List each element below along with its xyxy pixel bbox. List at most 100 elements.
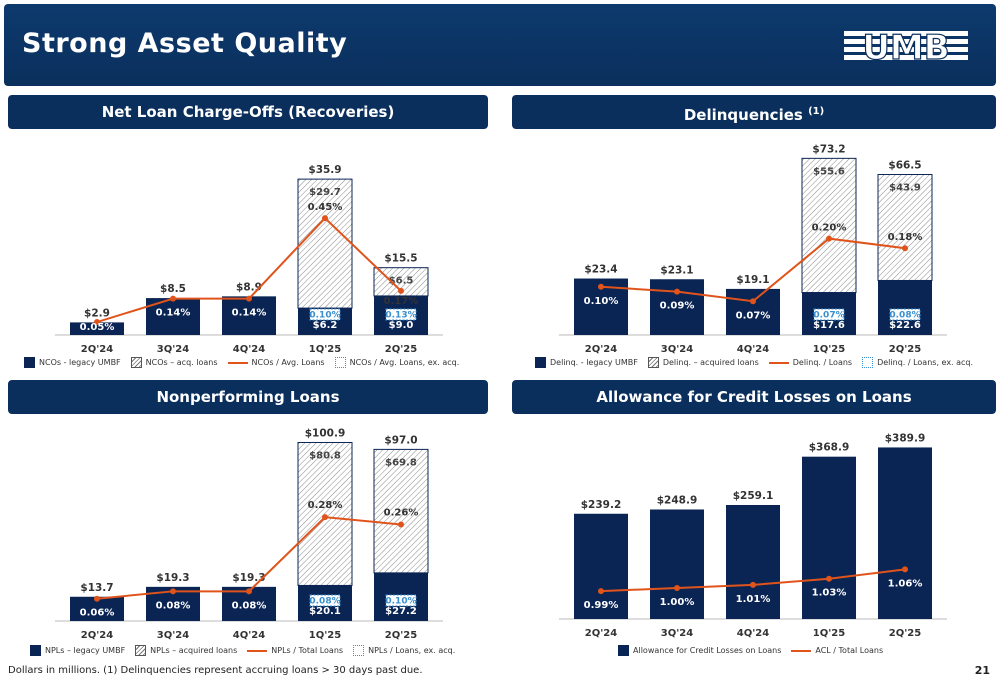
total-label: $259.1	[733, 490, 774, 502]
legend-swatch-dash	[353, 645, 365, 656]
legacy-value-label: $17.6	[813, 320, 845, 331]
total-label: $248.9	[657, 494, 698, 506]
legend-swatch-line	[247, 649, 268, 652]
bar-acquired	[877, 174, 933, 281]
category-label: 4Q'24	[233, 630, 265, 641]
ex-acq-label: 0.07%	[813, 311, 844, 321]
delinq-title-sup: (1)	[808, 106, 825, 117]
ratio-point	[750, 298, 756, 305]
legend-swatch-dash	[862, 357, 874, 368]
acquired-value-label: $43.9	[889, 183, 921, 194]
legend-item: NCOs / Avg. Loans, ex. acq.	[334, 357, 460, 368]
legend-label: NCOs - legacy UMBF	[39, 358, 121, 367]
total-label: $100.9	[305, 427, 346, 439]
legend-item: ACL / Total Loans	[791, 646, 883, 655]
category-label: 2Q'24	[585, 628, 617, 639]
ratio-point	[94, 319, 100, 326]
total-label: $23.1	[660, 264, 693, 276]
total-label: $8.9	[236, 281, 262, 293]
footnote: Dollars in millions. (1) Delinquencies r…	[8, 665, 423, 676]
total-label: $8.5	[160, 283, 186, 295]
ratio-point	[322, 514, 328, 521]
legend-label: NPLs / Total Loans	[271, 646, 344, 655]
ex-acq-box	[813, 308, 845, 321]
bar-legacy	[650, 509, 704, 619]
legend-label: ACL / Total Loans	[815, 646, 884, 655]
total-label: $23.4	[584, 264, 617, 276]
total-label: $13.7	[80, 582, 113, 594]
page-title: Strong Asset Quality	[22, 28, 348, 59]
ratio-label: 1.03%	[812, 588, 847, 599]
bar-legacy	[878, 447, 932, 619]
legend-swatch-hatch	[647, 357, 659, 368]
delinq-title: Delinquencies	[683, 106, 803, 124]
legend-label: NPLs – legacy UMBF	[45, 646, 126, 655]
ratio-point	[398, 521, 404, 528]
total-label: $35.9	[308, 164, 341, 176]
category-label: 2Q'24	[585, 344, 617, 355]
ratio-point	[170, 295, 176, 302]
acquired-value-label: $69.8	[385, 457, 417, 468]
legend-label: Delinq. / Loans	[792, 358, 853, 367]
bar-legacy	[802, 456, 856, 619]
legacy-value-label: $22.6	[889, 320, 921, 331]
legend-item: NPLs / Loans, ex. acq.	[353, 645, 455, 656]
category-label: 3Q'24	[157, 344, 189, 355]
total-label: $2.9	[84, 307, 110, 319]
ratio-label: 0.08%	[156, 600, 191, 611]
total-label: $97.0	[384, 434, 417, 446]
category-label: 3Q'24	[157, 630, 189, 641]
legend-item: Delinq. / Loans, ex. acq.	[862, 357, 973, 368]
total-label: $66.5	[888, 160, 921, 172]
nco-panel-header: Net Loan Charge-Offs (Recoveries)	[8, 95, 488, 129]
nco-chart: $2.9 2Q'24 $8.5 3Q'24 $8.9 4Q'24 $29.7 $6.2 $35.…	[55, 164, 443, 355]
category-label: 3Q'24	[661, 344, 693, 355]
legend-label: NCOs / Avg. Loans, ex. acq.	[349, 358, 460, 367]
legend-item: NPLs / Total Loans	[247, 646, 343, 655]
ratio-label: 1.01%	[736, 594, 771, 605]
nco-legend: NCOs - legacy UMBF NCOs – acq. loans NCO…	[24, 357, 469, 368]
bar-legacy	[222, 296, 276, 335]
category-label: 2Q'25	[889, 628, 921, 639]
category-label: 2Q'25	[385, 344, 417, 355]
npl-legend: NPLs – legacy UMBF NPLs – acquired loans…	[30, 645, 465, 656]
acquired-value-label: $55.6	[813, 166, 845, 177]
legend-label: NPLs – acquired loans	[150, 646, 238, 655]
acquired-value-label: $29.7	[309, 187, 341, 198]
delinq-legend: Delinq. - legacy UMBF Delinq. – acquired…	[535, 357, 983, 368]
ratio-label: 0.18%	[888, 232, 923, 243]
bar-legacy	[70, 322, 124, 335]
acl-title: Allowance for Credit Losses on Loans	[596, 388, 912, 406]
bar-legacy	[726, 288, 780, 335]
category-label: 4Q'24	[737, 628, 769, 639]
ex-acq-label: 0.08%	[889, 311, 920, 321]
acquired-value-label: $6.5	[389, 276, 414, 287]
ratio-label: 0.45%	[308, 202, 343, 213]
bar-acquired	[297, 178, 353, 309]
ratio-point	[902, 245, 908, 252]
legend-swatch-hatch	[135, 645, 147, 656]
ex-acq-box	[385, 308, 417, 321]
bar-acquired	[801, 157, 857, 294]
ratio-point	[598, 283, 604, 290]
title-banner: Strong Asset Quality UMB	[4, 4, 996, 86]
ex-acq-label: 0.13%	[385, 311, 416, 321]
legacy-value-label: $9.0	[389, 320, 414, 331]
category-label: 2Q'25	[889, 344, 921, 355]
bar-legacy	[726, 504, 780, 619]
category-label: 1Q'25	[309, 344, 341, 355]
legend-item: NPLs – legacy UMBF	[30, 645, 125, 656]
legend-label: Delinq. – acquired loans	[662, 358, 759, 367]
ratio-point	[322, 215, 328, 222]
ratio-label: 0.10%	[584, 296, 619, 307]
ratio-label: 0.08%	[232, 600, 267, 611]
npl-panel-header: Nonperforming Loans	[8, 380, 488, 414]
acl-chart: $239.2 2Q'24 $248.9 3Q'24 $259.1 4Q'24 $368.9 1…	[559, 432, 947, 639]
ratio-label: 0.07%	[736, 310, 771, 321]
ratio-label: 1.06%	[888, 578, 923, 589]
ratio-label: 0.28%	[308, 500, 343, 511]
total-label: $19.3	[156, 572, 189, 584]
legend-item: NCOs – acq. loans	[130, 357, 218, 368]
ex-acq-label: 0.10%	[385, 597, 416, 607]
legend-label: NPLs / Loans, ex. acq.	[368, 646, 456, 655]
